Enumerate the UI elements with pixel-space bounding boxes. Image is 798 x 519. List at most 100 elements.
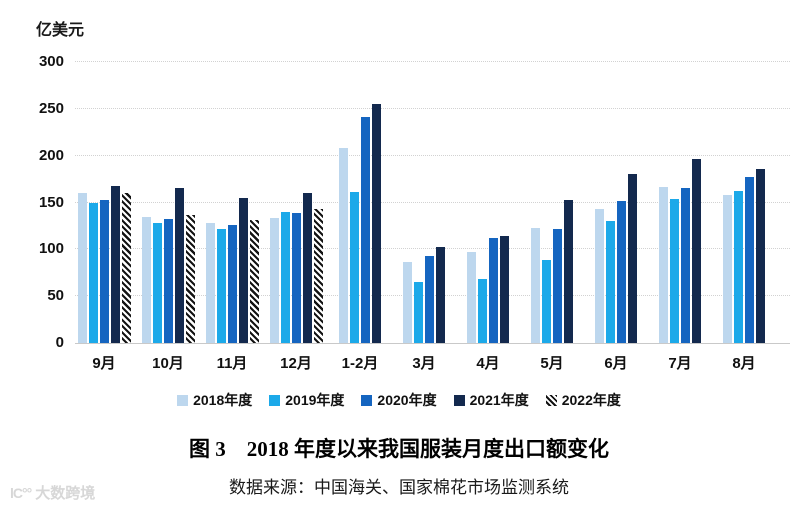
legend-label: 2020年度 bbox=[377, 392, 437, 408]
bar-2018年度-4月 bbox=[467, 252, 476, 343]
bar-2020年度-1-2月 bbox=[361, 117, 370, 343]
legend-item-2020年度: 2020年度 bbox=[361, 390, 437, 410]
bar-group-4月 bbox=[467, 236, 509, 343]
bar-2018年度-11月 bbox=[205, 223, 215, 343]
bar-2021年度-10月 bbox=[174, 188, 184, 343]
bar-2021年度-11月 bbox=[238, 197, 248, 343]
bar-group-1-2月 bbox=[339, 104, 381, 343]
x-tick-label-1-2月: 1-2月 bbox=[341, 355, 379, 372]
bar-2019年度-5月 bbox=[542, 259, 551, 343]
bar-2022年度-10月 bbox=[185, 214, 195, 343]
legend-swatch-icon bbox=[269, 394, 281, 406]
bar-group-12月 bbox=[269, 193, 323, 343]
x-tick-label-9月: 9月 bbox=[92, 355, 116, 372]
figure-caption: 图 3 2018 年度以来我国服装月度出口额变化 bbox=[189, 437, 609, 461]
gridline bbox=[75, 154, 790, 156]
legend-item-2019年度: 2019年度 bbox=[269, 390, 344, 410]
bar-2021年度-7月 bbox=[692, 158, 701, 343]
bar-2018年度-7月 bbox=[659, 186, 668, 343]
x-tick-label-11月: 11月 bbox=[216, 355, 248, 372]
bar-2019年度-3月 bbox=[414, 282, 423, 343]
bar-2020年度-11月 bbox=[227, 225, 237, 343]
legend-item-2022年度: 2022年度 bbox=[545, 390, 621, 410]
bar-2019年度-11月 bbox=[216, 228, 226, 343]
bar-2021年度-1-2月 bbox=[372, 104, 381, 343]
bar-2019年度-7月 bbox=[670, 198, 679, 343]
bar-2018年度-3月 bbox=[403, 261, 412, 343]
bar-2018年度-12月 bbox=[269, 218, 279, 343]
bar-2022年度-12月 bbox=[313, 209, 323, 343]
bar-2020年度-9月 bbox=[99, 199, 109, 343]
x-tick-label-8月: 8月 bbox=[732, 355, 756, 372]
bar-2020年度-7月 bbox=[681, 187, 690, 343]
bar-2019年度-9月 bbox=[88, 203, 98, 343]
y-axis-unit-label: 亿美元 bbox=[36, 22, 85, 39]
legend-label: 2018年度 bbox=[193, 392, 253, 408]
bar-2021年度-12月 bbox=[302, 193, 312, 343]
x-tick-label-3月: 3月 bbox=[412, 355, 436, 372]
bar-group-7月 bbox=[659, 158, 701, 343]
bar-2019年度-12月 bbox=[280, 211, 290, 343]
bar-2019年度-10月 bbox=[152, 223, 162, 343]
bar-2018年度-1-2月 bbox=[339, 148, 348, 343]
legend-swatch-icon bbox=[453, 394, 465, 406]
legend-label: 2022年度 bbox=[561, 392, 621, 408]
bar-2021年度-4月 bbox=[500, 236, 509, 343]
x-tick-label-6月: 6月 bbox=[604, 355, 628, 372]
y-tick-label: 200 bbox=[38, 146, 64, 164]
bar-group-11月 bbox=[205, 197, 259, 343]
legend-item-2021年度: 2021年度 bbox=[453, 390, 529, 410]
x-tick-label-4月: 4月 bbox=[476, 355, 500, 372]
bar-2018年度-5月 bbox=[531, 227, 540, 343]
bar-2020年度-8月 bbox=[745, 177, 754, 343]
bar-2020年度-3月 bbox=[425, 255, 434, 343]
legend-swatch-icon bbox=[361, 394, 373, 406]
legend-label: 2021年度 bbox=[469, 392, 529, 408]
bar-2021年度-3月 bbox=[436, 246, 445, 343]
legend-item-2018年度: 2018年度 bbox=[177, 390, 252, 410]
bar-2020年度-5月 bbox=[553, 228, 562, 343]
x-tick-label-10月: 10月 bbox=[152, 355, 184, 372]
bar-group-5月 bbox=[531, 199, 573, 343]
bar-2021年度-9月 bbox=[110, 185, 120, 343]
plot-area bbox=[75, 61, 790, 344]
y-tick-label: 0 bbox=[55, 334, 64, 351]
bar-2019年度-6月 bbox=[606, 221, 615, 343]
y-tick-label: 300 bbox=[38, 53, 64, 70]
bar-2022年度-11月 bbox=[249, 220, 259, 343]
y-tick-label: 150 bbox=[38, 193, 64, 211]
bar-2020年度-6月 bbox=[617, 200, 626, 343]
bar-group-10月 bbox=[141, 188, 195, 343]
data-source-note: 数据来源：中国海关、国家棉花市场监测系统 bbox=[229, 478, 569, 497]
bar-2018年度-8月 bbox=[723, 195, 732, 343]
watermark-logo-icon: lC°° bbox=[10, 484, 32, 501]
bar-group-6月 bbox=[595, 173, 637, 343]
watermark: lC°° 大数跨境 bbox=[10, 482, 95, 503]
bar-group-3月 bbox=[403, 246, 445, 343]
bar-2018年度-6月 bbox=[595, 209, 604, 343]
bar-2022年度-9月 bbox=[121, 193, 131, 343]
x-tick-label-12月: 12月 bbox=[280, 355, 312, 372]
bar-2021年度-5月 bbox=[564, 199, 573, 343]
legend-swatch-icon bbox=[545, 394, 557, 406]
bar-2019年度-1-2月 bbox=[350, 192, 359, 343]
bar-2020年度-10月 bbox=[163, 219, 173, 343]
bar-2020年度-4月 bbox=[489, 238, 498, 343]
chart-legend: 2018年度 2019年度 2020年度 2021年度 2022年度 bbox=[0, 390, 798, 410]
bar-2021年度-6月 bbox=[628, 173, 637, 343]
y-tick-label: 100 bbox=[38, 240, 64, 258]
bar-2021年度-8月 bbox=[756, 168, 765, 343]
x-tick-label-5月: 5月 bbox=[540, 355, 564, 372]
x-tick-label-7月: 7月 bbox=[668, 355, 692, 372]
bar-2018年度-9月 bbox=[77, 193, 87, 343]
gridline bbox=[75, 248, 790, 250]
y-tick-label: 250 bbox=[38, 99, 64, 117]
gridline bbox=[75, 61, 790, 62]
bar-group-8月 bbox=[723, 168, 765, 343]
bar-2020年度-12月 bbox=[291, 212, 301, 343]
bar-2019年度-8月 bbox=[734, 191, 743, 343]
bar-2019年度-4月 bbox=[478, 279, 487, 343]
bar-2018年度-10月 bbox=[141, 216, 151, 343]
gridline bbox=[75, 107, 790, 109]
